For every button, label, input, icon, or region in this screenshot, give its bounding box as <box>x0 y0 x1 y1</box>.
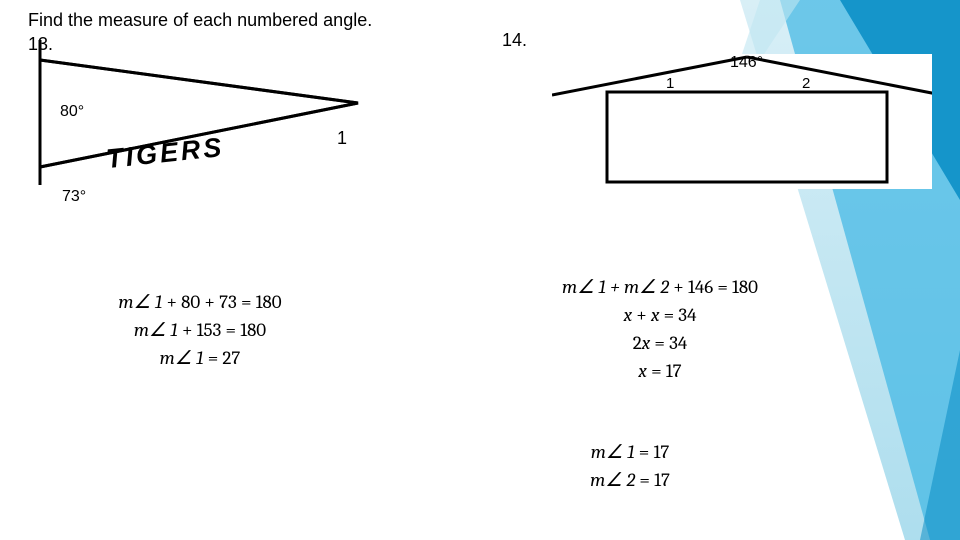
problem-14-work-line: x + x = 34 <box>520 304 800 326</box>
problem-13-bottom-angle: 73° <box>62 188 86 206</box>
problem-14-number: 14. <box>502 30 527 51</box>
problem-13-top-angle: 80° <box>60 103 84 121</box>
problem-14-angle-2-label: 2 <box>802 75 810 92</box>
problem-14-work-line: m∠ 1 + m∠ 2 + 146 = 180 <box>520 276 800 298</box>
problem-14-work-line: x = 17 <box>520 360 800 382</box>
slide-heading: Find the measure of each numbered angle. <box>28 10 372 31</box>
problem-13-work: m∠ 1 + 80 + 73 = 180 m∠ 1 + 153 = 180 m∠… <box>80 285 320 375</box>
problem-14-figure: 146° 1 2 <box>552 54 932 189</box>
problem-13-work-line: m∠ 1 + 153 = 180 <box>80 319 320 341</box>
problem-13-target-angle: 1 <box>337 128 347 149</box>
problem-14-work-a: m∠ 1 + m∠ 2 + 146 = 180 x + x = 34 2x = … <box>520 270 800 388</box>
problem-14-result-line: m∠ 2 = 17 <box>540 469 720 491</box>
problem-13-work-line: m∠ 1 = 27 <box>80 347 320 369</box>
problem-14-result-line: m∠ 1 = 17 <box>540 441 720 463</box>
problem-14-apex-angle: 146° <box>730 54 763 72</box>
problem-13-work-line: m∠ 1 + 80 + 73 = 180 <box>80 291 320 313</box>
problem-14-work-line: 2x = 34 <box>520 332 800 354</box>
problem-14-work-b: m∠ 1 = 17 m∠ 2 = 17 <box>540 435 720 497</box>
problem-13-figure: 80° 73° 1 TIGERS <box>30 40 370 210</box>
problem-14-angle-1-label: 1 <box>666 75 674 92</box>
